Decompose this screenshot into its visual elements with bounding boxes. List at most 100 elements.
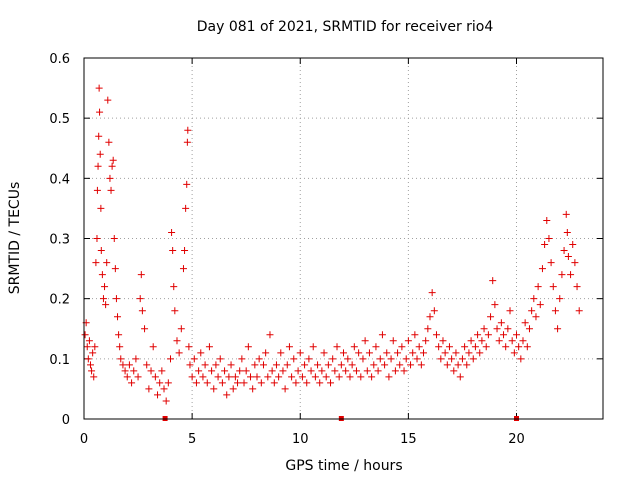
data-point (346, 373, 354, 381)
data-point (216, 355, 224, 363)
data-point (185, 343, 193, 351)
data-point (107, 186, 115, 194)
data-point (167, 355, 174, 363)
data-point (439, 337, 447, 345)
data-point (515, 343, 523, 351)
data-point (538, 265, 546, 273)
data-point (316, 379, 324, 387)
data-point (156, 379, 164, 387)
data-point (114, 313, 122, 321)
data-point (298, 373, 306, 381)
y-tick-labels: 0 0.1 0.2 0.3 0.4 0.5 0.6 (49, 52, 70, 428)
data-point (491, 301, 499, 309)
data-point (116, 343, 124, 351)
data-point (275, 373, 283, 381)
data-point (476, 349, 484, 357)
data-point (277, 349, 285, 357)
data-point (456, 373, 464, 381)
data-point (327, 379, 335, 387)
data-point (128, 379, 136, 387)
data-point (394, 349, 402, 357)
data-point (563, 228, 571, 236)
data-point (502, 343, 510, 351)
data-point (292, 379, 300, 387)
data-point (205, 343, 213, 351)
data-point (532, 313, 540, 321)
data-point (160, 385, 168, 393)
data-point (262, 349, 270, 357)
data-point (355, 349, 363, 357)
data-point (197, 349, 205, 357)
data-point (551, 307, 559, 315)
data-point (413, 355, 421, 363)
data-point (203, 379, 211, 387)
data-point (534, 283, 542, 291)
data-point (181, 247, 189, 255)
data-point (272, 361, 280, 369)
data-point (225, 373, 233, 381)
data-point (143, 361, 151, 369)
data-point (545, 235, 553, 242)
data-point (149, 343, 157, 351)
data-point (400, 367, 408, 375)
data-point (521, 319, 529, 327)
data-point (208, 367, 216, 375)
data-point (86, 361, 94, 369)
data-point (231, 373, 239, 381)
data-point (357, 373, 365, 381)
x-tick-label: 5 (188, 432, 196, 447)
data-point (381, 361, 389, 369)
data-point (322, 373, 330, 381)
data-point (268, 367, 276, 375)
data-point (101, 283, 109, 291)
data-point (145, 385, 153, 393)
data-point (85, 337, 93, 345)
data-point (335, 373, 343, 381)
data-point (454, 361, 462, 369)
data-point (493, 325, 501, 333)
data-point (99, 295, 107, 303)
x-tick-label: 20 (508, 432, 525, 447)
data-point (510, 349, 518, 357)
data-point (385, 373, 393, 381)
y-tick-label: 0.5 (49, 112, 70, 127)
data-point (240, 379, 248, 387)
data-point (236, 367, 244, 375)
data-point (489, 277, 497, 285)
data-point (428, 289, 436, 297)
data-point (487, 313, 495, 321)
data-point (415, 343, 423, 351)
data-point (530, 295, 538, 303)
data-point (448, 355, 456, 363)
data-point (106, 174, 114, 182)
data-point (417, 361, 425, 369)
data-point (543, 216, 551, 224)
data-point (125, 361, 133, 369)
data-point (151, 373, 159, 381)
data-point (190, 355, 198, 363)
data-point (474, 331, 482, 339)
data-point (179, 265, 187, 273)
x-tick-label: 15 (400, 432, 417, 447)
data-point (536, 301, 544, 309)
data-point (365, 349, 373, 357)
data-point (92, 259, 100, 267)
data-point (97, 247, 105, 255)
data-point (83, 343, 91, 351)
data-point (88, 367, 96, 375)
data-point (564, 253, 572, 261)
data-point (266, 331, 274, 339)
data-point (214, 373, 222, 381)
data-point (314, 361, 322, 369)
data-point (363, 367, 371, 375)
data-point (517, 355, 525, 363)
data-point (569, 241, 577, 249)
data-point (253, 373, 261, 381)
data-point (389, 337, 397, 345)
data-point (497, 319, 505, 327)
data-point (93, 186, 101, 194)
data-point (348, 361, 356, 369)
data-point (402, 355, 410, 363)
data-point (264, 373, 272, 381)
